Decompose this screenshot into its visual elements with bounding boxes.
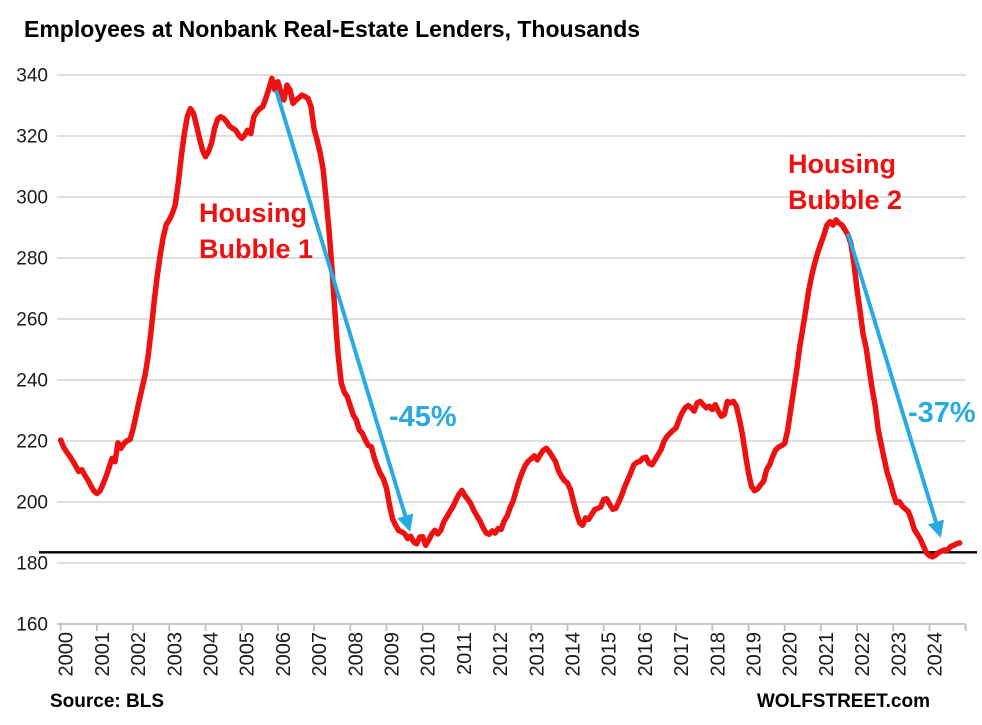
svg-text:180: 180 xyxy=(16,554,48,575)
svg-text:2000: 2000 xyxy=(56,632,78,677)
svg-text:2008: 2008 xyxy=(345,632,367,677)
gridlines xyxy=(57,74,966,625)
svg-text:2020: 2020 xyxy=(780,632,802,677)
svg-text:2006: 2006 xyxy=(273,632,295,677)
svg-text:2018: 2018 xyxy=(707,632,729,677)
svg-text:300: 300 xyxy=(16,188,48,209)
employees-line-series xyxy=(57,75,963,560)
bubble2-decline-arrow xyxy=(846,233,944,539)
annotation-drop-45-pct: -45% xyxy=(389,401,457,433)
svg-text:160: 160 xyxy=(16,615,48,636)
svg-text:2021: 2021 xyxy=(816,632,838,677)
bubble1-decline-arrow xyxy=(274,89,414,532)
svg-text:2024: 2024 xyxy=(925,632,947,677)
svg-text:220: 220 xyxy=(16,432,48,453)
x-axis-labels: 2000 2001 2002 2003 2004 2005 2006 2007 2008 2009… xyxy=(56,632,947,677)
svg-text:320: 320 xyxy=(16,127,48,148)
svg-text:200: 200 xyxy=(16,493,48,514)
svg-text:2003: 2003 xyxy=(164,632,186,677)
svg-text:2012: 2012 xyxy=(490,632,512,677)
decline-arrows xyxy=(274,89,944,539)
svg-text:2002: 2002 xyxy=(128,632,150,677)
svg-text:2005: 2005 xyxy=(237,632,259,677)
svg-text:2007: 2007 xyxy=(309,632,331,677)
svg-text:2013: 2013 xyxy=(526,632,548,677)
svg-text:2004: 2004 xyxy=(201,632,223,677)
svg-text:2015: 2015 xyxy=(599,632,621,677)
svg-text:2014: 2014 xyxy=(563,632,585,677)
svg-text:2019: 2019 xyxy=(744,632,766,677)
annotation-line: Bubble 1 xyxy=(199,233,314,264)
annotation-housing-bubble-2: Housing Bubble 2 xyxy=(788,147,902,218)
svg-text:2022: 2022 xyxy=(852,632,874,677)
annotation-housing-bubble-1: Housing Bubble 1 xyxy=(199,196,313,267)
svg-text:2010: 2010 xyxy=(418,632,440,677)
page-title: Employees at Nonbank Real-Estate Lenders… xyxy=(24,16,641,42)
annotation-drop-37-pct: -37% xyxy=(908,397,976,429)
annotation-line: Housing xyxy=(788,149,896,179)
svg-text:2001: 2001 xyxy=(92,632,114,677)
x-axis-ticks xyxy=(59,624,967,631)
svg-text:280: 280 xyxy=(16,249,48,270)
svg-text:2011: 2011 xyxy=(454,632,476,675)
source-note: Source: BLS xyxy=(50,691,165,712)
svg-text:2023: 2023 xyxy=(888,632,910,677)
svg-text:2017: 2017 xyxy=(671,632,693,677)
annotation-line: Housing xyxy=(199,198,307,228)
watermark: WOLFSTREET.com xyxy=(756,691,930,712)
annotation-line: Bubble 2 xyxy=(788,184,903,215)
svg-text:2009: 2009 xyxy=(382,632,404,677)
svg-text:240: 240 xyxy=(16,371,48,392)
svg-text:2016: 2016 xyxy=(635,632,657,677)
svg-text:340: 340 xyxy=(16,66,48,87)
svg-text:260: 260 xyxy=(16,310,48,331)
y-axis-labels: 340 320 300 280 260 240 220 200 180 160 xyxy=(16,66,48,636)
